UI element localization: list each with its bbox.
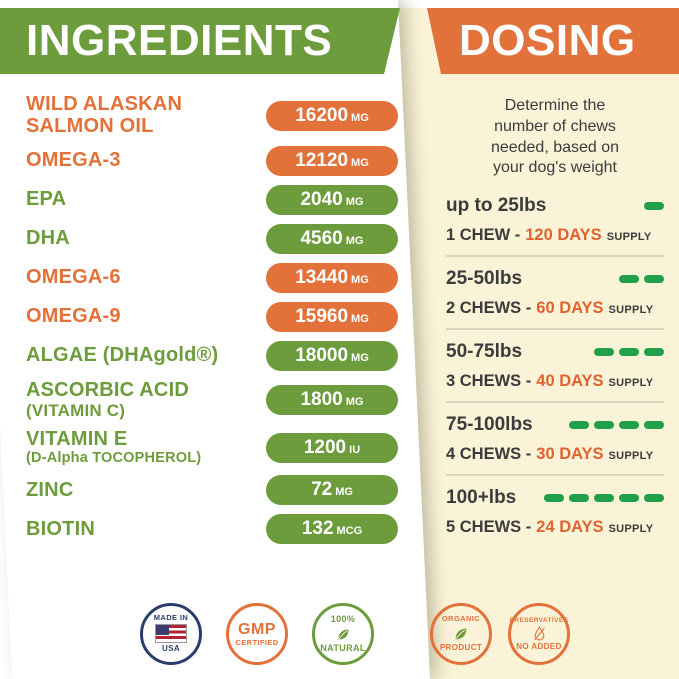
supply-line: 1 CHEW - 120 DAYS SUPPLY: [446, 226, 652, 245]
chew-dash-icon: [644, 494, 664, 503]
chew-dashes: [594, 348, 664, 357]
ingredient-row: EPA 2040 MG: [26, 185, 398, 216]
chew-dash-icon: [544, 494, 564, 503]
chew-dashes: [619, 275, 664, 284]
chew-dash-icon: [619, 421, 639, 430]
ingredient-row: ZINC 72 MG: [26, 475, 398, 506]
leaf-icon: [336, 627, 351, 642]
chew-dash-icon: [619, 494, 639, 503]
chew-dash-icon: [569, 494, 589, 503]
chew-dash-icon: [594, 421, 614, 430]
chew-dash-icon: [644, 421, 664, 430]
ingredient-name: OMEGA-3: [26, 149, 121, 172]
ingredient-row: BIOTIN 132 MCG: [26, 514, 398, 545]
chew-dashes: [544, 494, 664, 503]
row-divider: [446, 401, 664, 404]
amount-badge: 4560 MG: [266, 224, 398, 255]
ingredient-name: BIOTIN: [26, 517, 95, 540]
ingredient-name: OMEGA-6: [26, 266, 121, 289]
gmp-certified-badge: GMP CERTIFIED: [226, 603, 288, 665]
supply-line: 2 CHEWS - 60 DAYS SUPPLY: [446, 299, 654, 318]
chew-dash-icon: [644, 202, 664, 211]
ingredients-header-label: INGREDIENTS: [26, 16, 333, 65]
chew-dash-icon: [619, 348, 639, 357]
organic-leaf-icon: [453, 626, 469, 642]
amount-badge: 72 MG: [266, 475, 398, 506]
water-drop-icon: [533, 625, 546, 641]
ingredients-list: WILD ALASKAN SALMON OIL 16200 MG OMEGA-3…: [26, 93, 398, 553]
amount-badge: 15960 MG: [266, 302, 398, 333]
row-divider: [446, 328, 664, 331]
dosing-row: 25-50lbs 2 CHEWS - 60 DAYS SUPPLY: [446, 268, 664, 331]
supply-line: 3 CHEWS - 40 DAYS SUPPLY: [446, 372, 654, 391]
ingredient-name: ALGAE (DHAgold®): [26, 344, 219, 367]
ingredient-name: WILD ALASKAN SALMON OIL: [26, 93, 183, 137]
weight-label: 75-100lbs: [446, 414, 533, 436]
weight-label: 50-75lbs: [446, 341, 523, 363]
chew-dashes: [569, 421, 664, 430]
chew-dash-icon: [644, 348, 664, 357]
ingredient-row: OMEGA-3 12120 MG: [26, 146, 398, 177]
dosing-row: 100+lbs 5 CHEWS - 24 DAYS SUPPLY: [446, 487, 664, 537]
supply-line: 5 CHEWS - 24 DAYS SUPPLY: [446, 518, 654, 537]
chew-dashes: [644, 202, 664, 211]
ingredient-row: WILD ALASKAN SALMON OIL 16200 MG: [26, 93, 398, 137]
amount-badge: 12120 MG: [266, 146, 398, 177]
dosing-header: DOSING: [427, 8, 679, 74]
ingredient-row: ALGAE (DHAgold®) 18000 MG: [26, 341, 398, 372]
organic-product-badge: ORGANIC PRODUCT: [430, 603, 492, 665]
ingredient-name: VITAMIN E (D-Alpha TOCOPHEROL): [26, 428, 202, 466]
ingredient-name: DHA: [26, 227, 70, 250]
amount-badge: 16200 MG: [266, 100, 398, 131]
certification-stamps-left: MADE IN USA GMP CERTIFIED 100% NATURAL: [140, 603, 374, 665]
weight-label: up to 25lbs: [446, 195, 547, 217]
supply-line: 4 CHEWS - 30 DAYS SUPPLY: [446, 445, 654, 464]
weight-label: 25-50lbs: [446, 268, 523, 290]
amount-badge: 132 MCG: [266, 514, 398, 545]
no-preservatives-badge: PRESERVATIVES NO ADDED: [508, 603, 570, 665]
ingredient-row: ASCORBIC ACID (VITAMIN C) 1800 MG: [26, 380, 398, 420]
chew-dash-icon: [644, 275, 664, 284]
weight-label: 100+lbs: [446, 487, 517, 509]
chew-dash-icon: [594, 494, 614, 503]
made-in-usa-badge: MADE IN USA: [140, 603, 202, 665]
amount-badge: 1200 IU: [266, 432, 398, 463]
chew-dash-icon: [569, 421, 589, 430]
dosing-row: 50-75lbs 3 CHEWS - 40 DAYS SUPPLY: [446, 341, 664, 404]
amount-badge: 2040 MG: [266, 185, 398, 216]
row-divider: [446, 255, 664, 258]
dosing-row: 75-100lbs 4 CHEWS - 30 DAYS SUPPLY: [446, 414, 664, 477]
usa-flag-icon: [155, 624, 187, 644]
chew-dash-icon: [594, 348, 614, 357]
natural-badge: 100% NATURAL: [312, 603, 374, 665]
ingredient-row: OMEGA-6 13440 MG: [26, 263, 398, 294]
ingredient-row: OMEGA-9 15960 MG: [26, 302, 398, 333]
amount-badge: 13440 MG: [266, 263, 398, 294]
amount-badge: 18000 MG: [266, 341, 398, 372]
dosing-row: up to 25lbs 1 CHEW - 120 DAYS SUPPLY: [446, 195, 664, 258]
row-divider: [446, 474, 664, 477]
chew-dash-icon: [619, 275, 639, 284]
ingredient-name: ZINC: [26, 478, 74, 501]
ingredient-row: VITAMIN E (D-Alpha TOCOPHEROL) 1200 IU: [26, 429, 398, 466]
dosing-header-label: DOSING: [459, 16, 636, 65]
dosing-intro-text: Determine the number of chews needed, ba…: [490, 97, 620, 177]
ingredient-row: DHA 4560 MG: [26, 224, 398, 255]
amount-badge: 1800 MG: [266, 385, 398, 416]
ingredient-name: OMEGA-9: [26, 305, 121, 328]
certification-stamps-right: ORGANIC PRODUCT PRESERVATIVES NO ADDED: [430, 603, 570, 665]
ingredient-name: EPA: [26, 188, 67, 211]
dosing-content: Determine the number of chews needed, ba…: [446, 96, 664, 537]
ingredients-header: INGREDIENTS: [0, 8, 400, 74]
ingredient-name: ASCORBIC ACID (VITAMIN C): [26, 379, 189, 420]
